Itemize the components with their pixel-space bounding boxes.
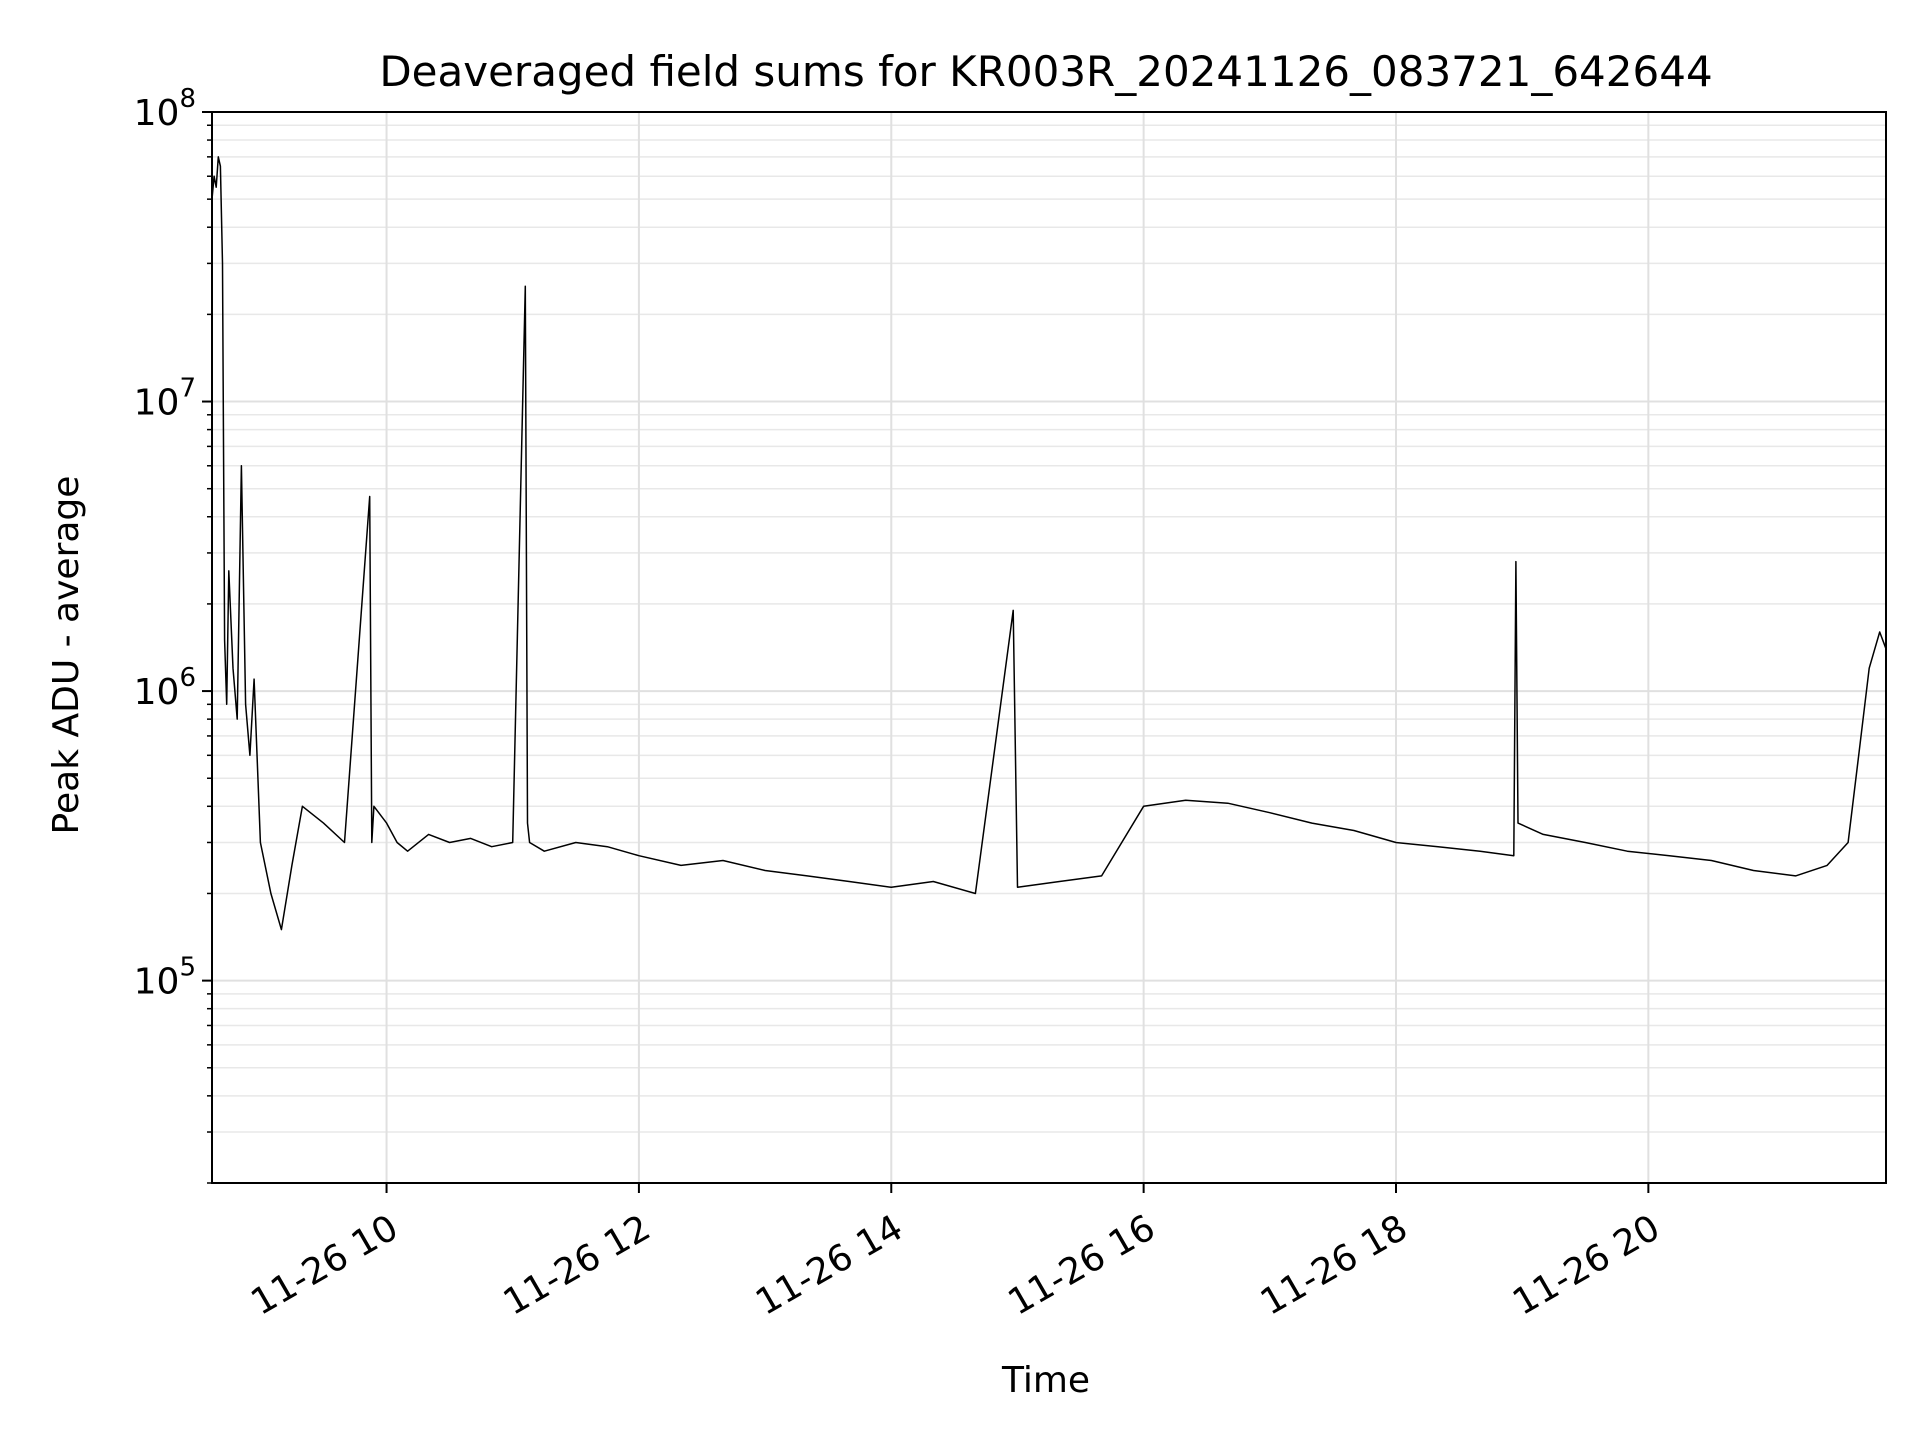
plot-frame	[211, 111, 1887, 1184]
y-tick-exponent: 6	[179, 663, 196, 693]
y-tick-base: 10	[134, 672, 180, 713]
y-tick-base: 10	[134, 93, 180, 134]
y-tick-exponent: 5	[179, 953, 196, 983]
y-tick-label: 107	[134, 374, 196, 424]
y-tick-exponent: 7	[179, 374, 196, 404]
series-layer	[211, 156, 1887, 931]
chart-title: Deaveraged field sums for KR003R_2024112…	[379, 47, 1712, 96]
y-tick-label: 105	[134, 953, 196, 1003]
y-tick-exponent: 8	[179, 84, 196, 114]
y-tick-base: 10	[134, 962, 180, 1003]
y-tick-label: 106	[134, 663, 196, 713]
y-tick-base: 10	[134, 383, 180, 424]
y-axis-label: Peak ADU - average	[46, 476, 87, 835]
x-axis-label: Time	[1001, 1360, 1090, 1401]
series-line	[211, 156, 1887, 931]
y-tick-label: 108	[134, 84, 196, 134]
